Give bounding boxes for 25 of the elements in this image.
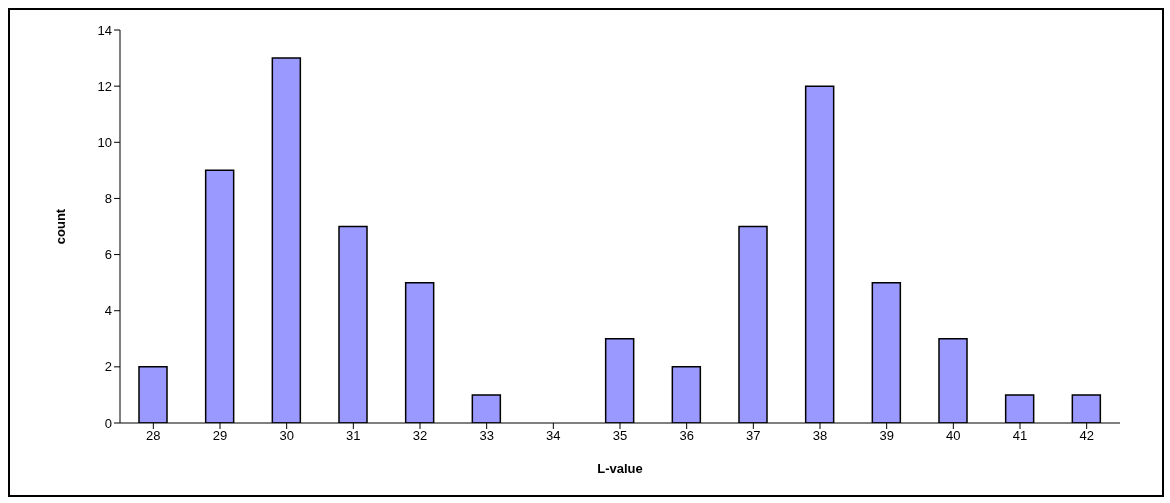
y-tick-label: 8 (104, 191, 112, 207)
y-axis-title: count (52, 208, 68, 245)
x-tick-label: 29 (212, 428, 228, 444)
x-tick-label: 28 (146, 428, 161, 444)
x-tick-label: 35 (612, 428, 628, 444)
y-tick-label: 6 (104, 247, 112, 263)
y-tick-label: 2 (104, 359, 112, 375)
y-tick-label: 0 (104, 415, 112, 431)
x-tick-label: 42 (1079, 428, 1094, 444)
x-tick-label: 30 (279, 428, 294, 444)
y-tick-label: 4 (104, 303, 112, 319)
x-tick-label: 33 (479, 428, 494, 444)
x-tick-label: 34 (546, 428, 561, 444)
y-tick-label: 10 (97, 134, 112, 150)
x-tick-label: 39 (879, 428, 894, 444)
y-tick-label: 12 (97, 78, 112, 94)
x-tick-label: 36 (679, 428, 694, 444)
y-tick-label: 14 (97, 22, 112, 38)
x-tick-label: 32 (412, 428, 428, 444)
x-axis-title: L-value (597, 461, 643, 476)
x-tick-label: 38 (812, 428, 828, 444)
x-tick-label: 41 (1012, 428, 1028, 444)
x-tick-label: 31 (346, 428, 361, 444)
x-tick-label: 40 (946, 428, 961, 444)
x-tick-label: 37 (746, 428, 761, 444)
